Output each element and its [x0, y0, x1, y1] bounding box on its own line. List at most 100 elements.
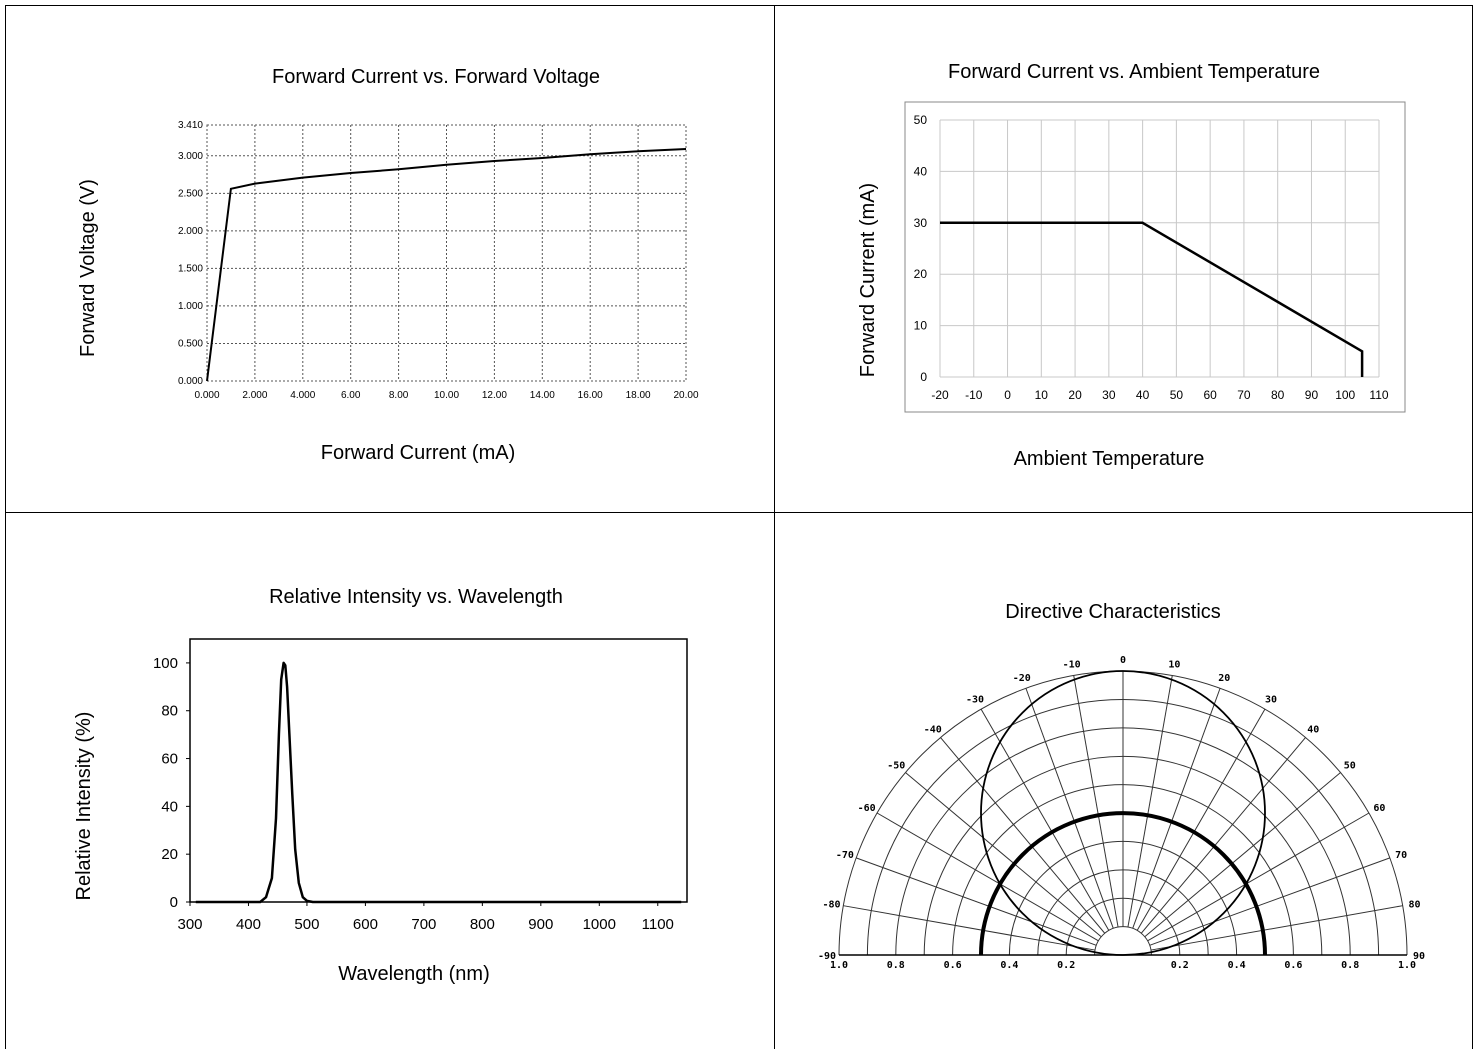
chart4-grid-radial: [1127, 675, 1173, 928]
chart1-ytick-label: 1.500: [178, 263, 203, 274]
chart2-ytick-label: 50: [914, 113, 928, 127]
chart2-ytick-label: 0: [920, 370, 927, 384]
chart2-ylabel: Forward Current (mA): [857, 183, 879, 377]
chart1-xtick-label: 10.00: [434, 390, 459, 401]
chart3-xtick-label: 900: [528, 916, 553, 933]
chart4-radius-label: 0.6: [944, 960, 962, 971]
chart1-xtick-label: 14.00: [530, 390, 555, 401]
chart4-angle-label: 0: [1120, 655, 1126, 666]
chart2-xtick-label: 80: [1271, 388, 1285, 402]
chart4-grid-radial: [1150, 905, 1403, 951]
chart1-xtick-label: 4.000: [290, 390, 315, 401]
chart2-ytick-label: 30: [914, 216, 928, 230]
chart3-xtick-label: 1100: [642, 916, 674, 933]
chart3-ytick-label: 80: [161, 703, 178, 720]
grid-horizontal-divider: [5, 512, 1473, 513]
chart4-grid-radial: [1149, 857, 1391, 946]
chart2-xlabel: Ambient Temperature: [1014, 448, 1205, 470]
chart1-xtick-label: 6.00: [341, 390, 361, 401]
chart1-title: Forward Current vs. Forward Voltage: [272, 66, 600, 88]
chart3-xtick-label: 800: [470, 916, 495, 933]
chart3-plot-border: [189, 638, 688, 903]
chart4-angle-label: -80: [822, 900, 840, 911]
chart-forward-current-temperature: Forward Current vs. Ambient Temperature …: [857, 61, 1406, 470]
chart2-xtick-label: 50: [1170, 388, 1184, 402]
chart3-series-line: [195, 661, 682, 904]
chart2-xtick-label: 0: [1004, 388, 1011, 402]
chart-relative-intensity: Relative Intensity vs. Wavelength Wavele…: [73, 586, 688, 985]
chart2-xtick-label: 10: [1035, 388, 1049, 402]
chart4-angle-label: 20: [1218, 673, 1230, 684]
chart4-angle-label: -50: [887, 761, 905, 772]
chart-directive-characteristics: Directive Characteristics -90 -80 -70 -60 -5…: [818, 601, 1425, 971]
chart4-grid-radial: [980, 708, 1110, 931]
chart2-xtick-label: 100: [1335, 388, 1355, 402]
chart4-angle-label: 10: [1168, 659, 1180, 670]
chart4-radius-label: 1.0: [830, 960, 848, 971]
chart4-angle-label: 30: [1265, 695, 1277, 706]
chart4-angle-label: -70: [836, 850, 854, 861]
chart1-ytick-label: 3.410: [178, 120, 203, 131]
chart4-angle-label: 70: [1395, 850, 1407, 861]
chart3-xtick-label: 400: [236, 916, 261, 933]
chart4-grid-ring: [1094, 926, 1152, 956]
chart2-xtick-label: -20: [931, 388, 949, 402]
chart4-grid-radial: [876, 812, 1099, 942]
chart4-grid-radial: [940, 737, 1106, 934]
chart1-ytick-label: 1.000: [178, 301, 203, 312]
chart4-angle-label: -90: [818, 951, 836, 962]
chart4-grid-radial: [1144, 772, 1341, 938]
chart2-xtick-label: 90: [1305, 388, 1319, 402]
chart4-series-pattern-circle: [980, 670, 1266, 956]
chart2-xtick-label: 70: [1237, 388, 1251, 402]
chart3-xlabel: Wavelength (nm): [338, 963, 490, 985]
chart3-ytick-label: 100: [153, 655, 178, 672]
chart4-grid-radial: [843, 905, 1096, 951]
chart2-title: Forward Current vs. Ambient Temperature: [948, 61, 1320, 83]
chart1-plot-border: [206, 124, 687, 382]
chart4-series-pattern-semicircle: [979, 811, 1267, 956]
chart1-xtick-label: 2.000: [242, 390, 267, 401]
chart4-angle-label: 80: [1408, 900, 1420, 911]
chart-forward-voltage: Forward Current vs. Forward Voltage Forw…: [77, 66, 699, 464]
chart4-angle-label: 60: [1373, 803, 1385, 814]
chart4-radius-label: 0.6: [1284, 960, 1302, 971]
chart4-radius-label: 0.4: [1228, 960, 1246, 971]
chart3-ytick-label: 40: [161, 798, 178, 815]
chart2-xtick-label: 40: [1136, 388, 1150, 402]
chart4-grid-radial: [905, 772, 1102, 938]
chart4-grid-radial: [1073, 675, 1119, 928]
chart3-ytick-label: 20: [161, 846, 178, 863]
chart4-radius-label: 0.8: [887, 960, 905, 971]
chart-grid-frame: [5, 5, 1473, 1049]
chart1-ytick-label: 3.000: [178, 151, 203, 162]
chart4-radius-label: 0.4: [1000, 960, 1018, 971]
chart2-xtick-label: 110: [1369, 388, 1388, 402]
chart1-xtick-label: 18.00: [626, 390, 651, 401]
chart4-grid-radial: [1025, 687, 1114, 929]
chart4-angle-label: -10: [1063, 659, 1081, 670]
chart1-ytick-label: 0.000: [178, 376, 203, 387]
chart1-xlabel: Forward Current (mA): [321, 442, 515, 464]
chart1-xtick-label: 16.00: [578, 390, 603, 401]
chart4-grid-radial: [1132, 687, 1221, 929]
chart1-ylabel: Forward Voltage (V): [77, 179, 99, 357]
chart4-angle-label: -40: [924, 724, 942, 735]
chart1-ytick-label: 0.500: [178, 338, 203, 349]
chart4-angle-label: -20: [1013, 673, 1031, 684]
chart2-outer-frame: [904, 101, 1406, 413]
chart4-radius-label: 0.2: [1171, 960, 1189, 971]
chart1-xtick-label: 0.000: [194, 390, 219, 401]
chart2-ytick-label: 10: [914, 319, 928, 333]
chart4-grid-radial: [1147, 812, 1370, 942]
chart4-angle-label: -60: [858, 803, 876, 814]
chart2-xtick-label: 30: [1102, 388, 1116, 402]
chart1-series-line: [206, 148, 687, 382]
chart1-xtick-label: 8.00: [389, 390, 409, 401]
chart3-xtick-label: 600: [353, 916, 378, 933]
chart4-angle-label: -30: [966, 695, 984, 706]
chart2-ytick-label: 40: [914, 164, 928, 178]
chart1-ytick-label: 2.500: [178, 188, 203, 199]
chart3-xtick-label: 300: [177, 916, 202, 933]
